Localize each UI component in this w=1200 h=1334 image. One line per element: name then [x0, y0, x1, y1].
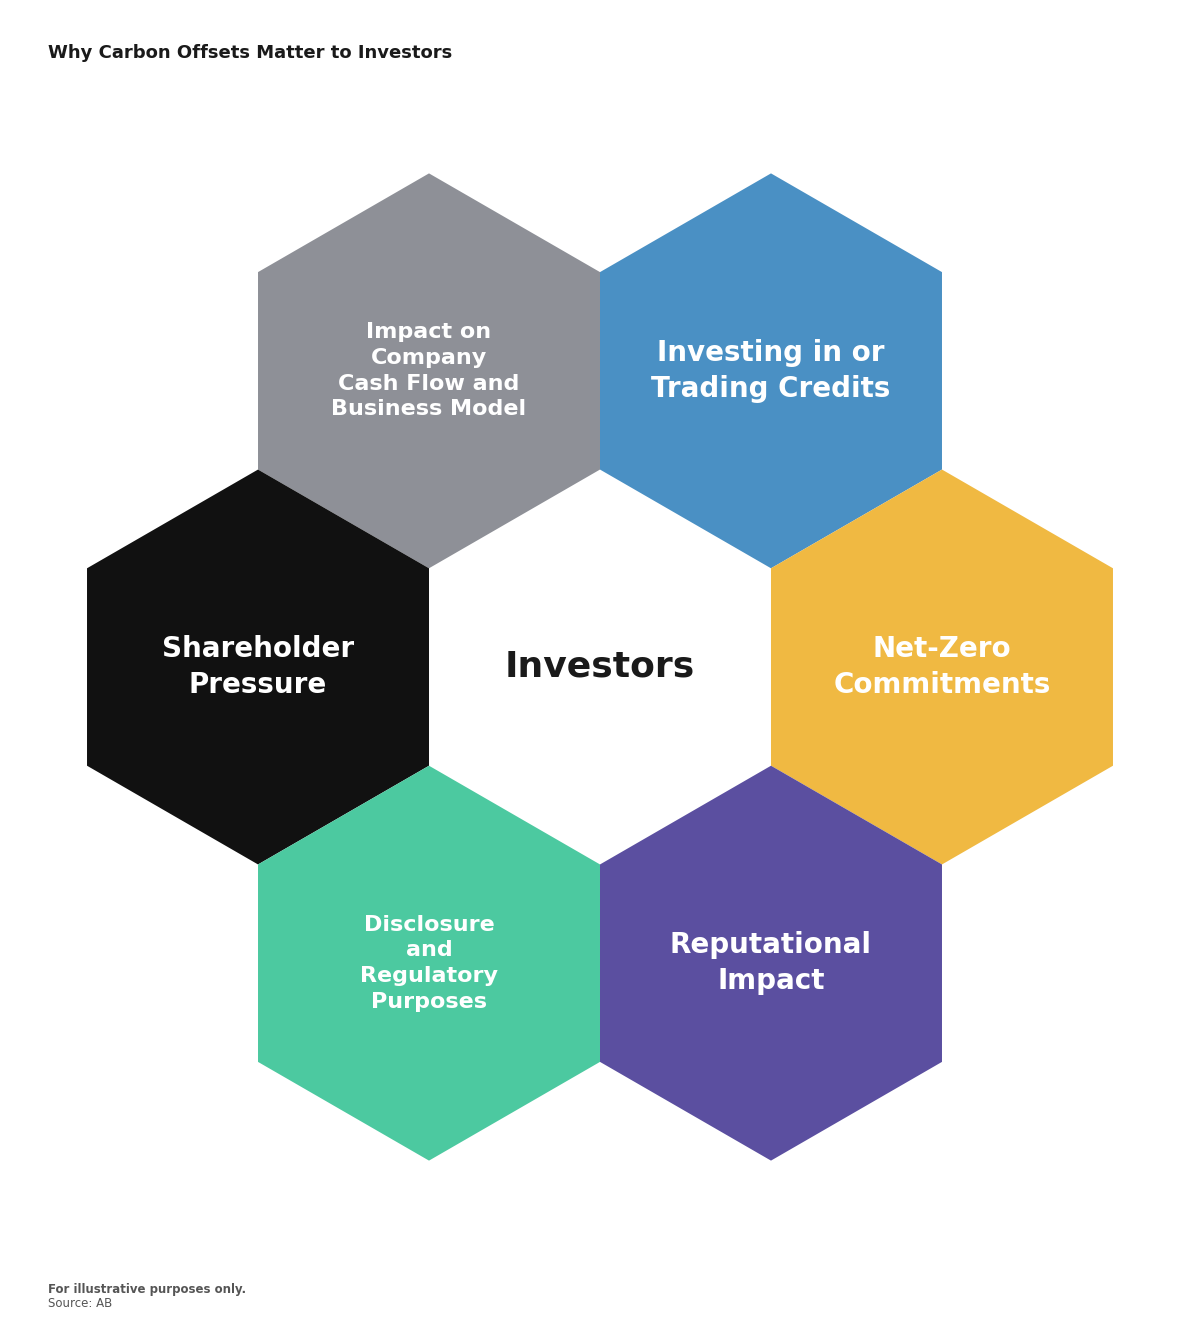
Text: Disclosure
and
Regulatory
Purposes: Disclosure and Regulatory Purposes — [360, 915, 498, 1011]
Text: For illustrative purposes only.: For illustrative purposes only. — [48, 1283, 246, 1297]
Polygon shape — [88, 470, 430, 864]
Polygon shape — [600, 173, 942, 568]
Text: Reputational
Impact: Reputational Impact — [670, 931, 872, 995]
Polygon shape — [770, 470, 1112, 864]
Text: Source: AB: Source: AB — [48, 1297, 113, 1310]
Text: Shareholder
Pressure: Shareholder Pressure — [162, 635, 354, 699]
Text: Why Carbon Offsets Matter to Investors: Why Carbon Offsets Matter to Investors — [48, 44, 452, 61]
Text: Investors: Investors — [505, 650, 695, 684]
Polygon shape — [258, 766, 600, 1161]
Polygon shape — [258, 173, 600, 568]
Text: Impact on
Company
Cash Flow and
Business Model: Impact on Company Cash Flow and Business… — [331, 323, 527, 419]
Text: Net-Zero
Commitments: Net-Zero Commitments — [833, 635, 1051, 699]
Text: Investing in or
Trading Credits: Investing in or Trading Credits — [652, 339, 890, 403]
Polygon shape — [600, 766, 942, 1161]
